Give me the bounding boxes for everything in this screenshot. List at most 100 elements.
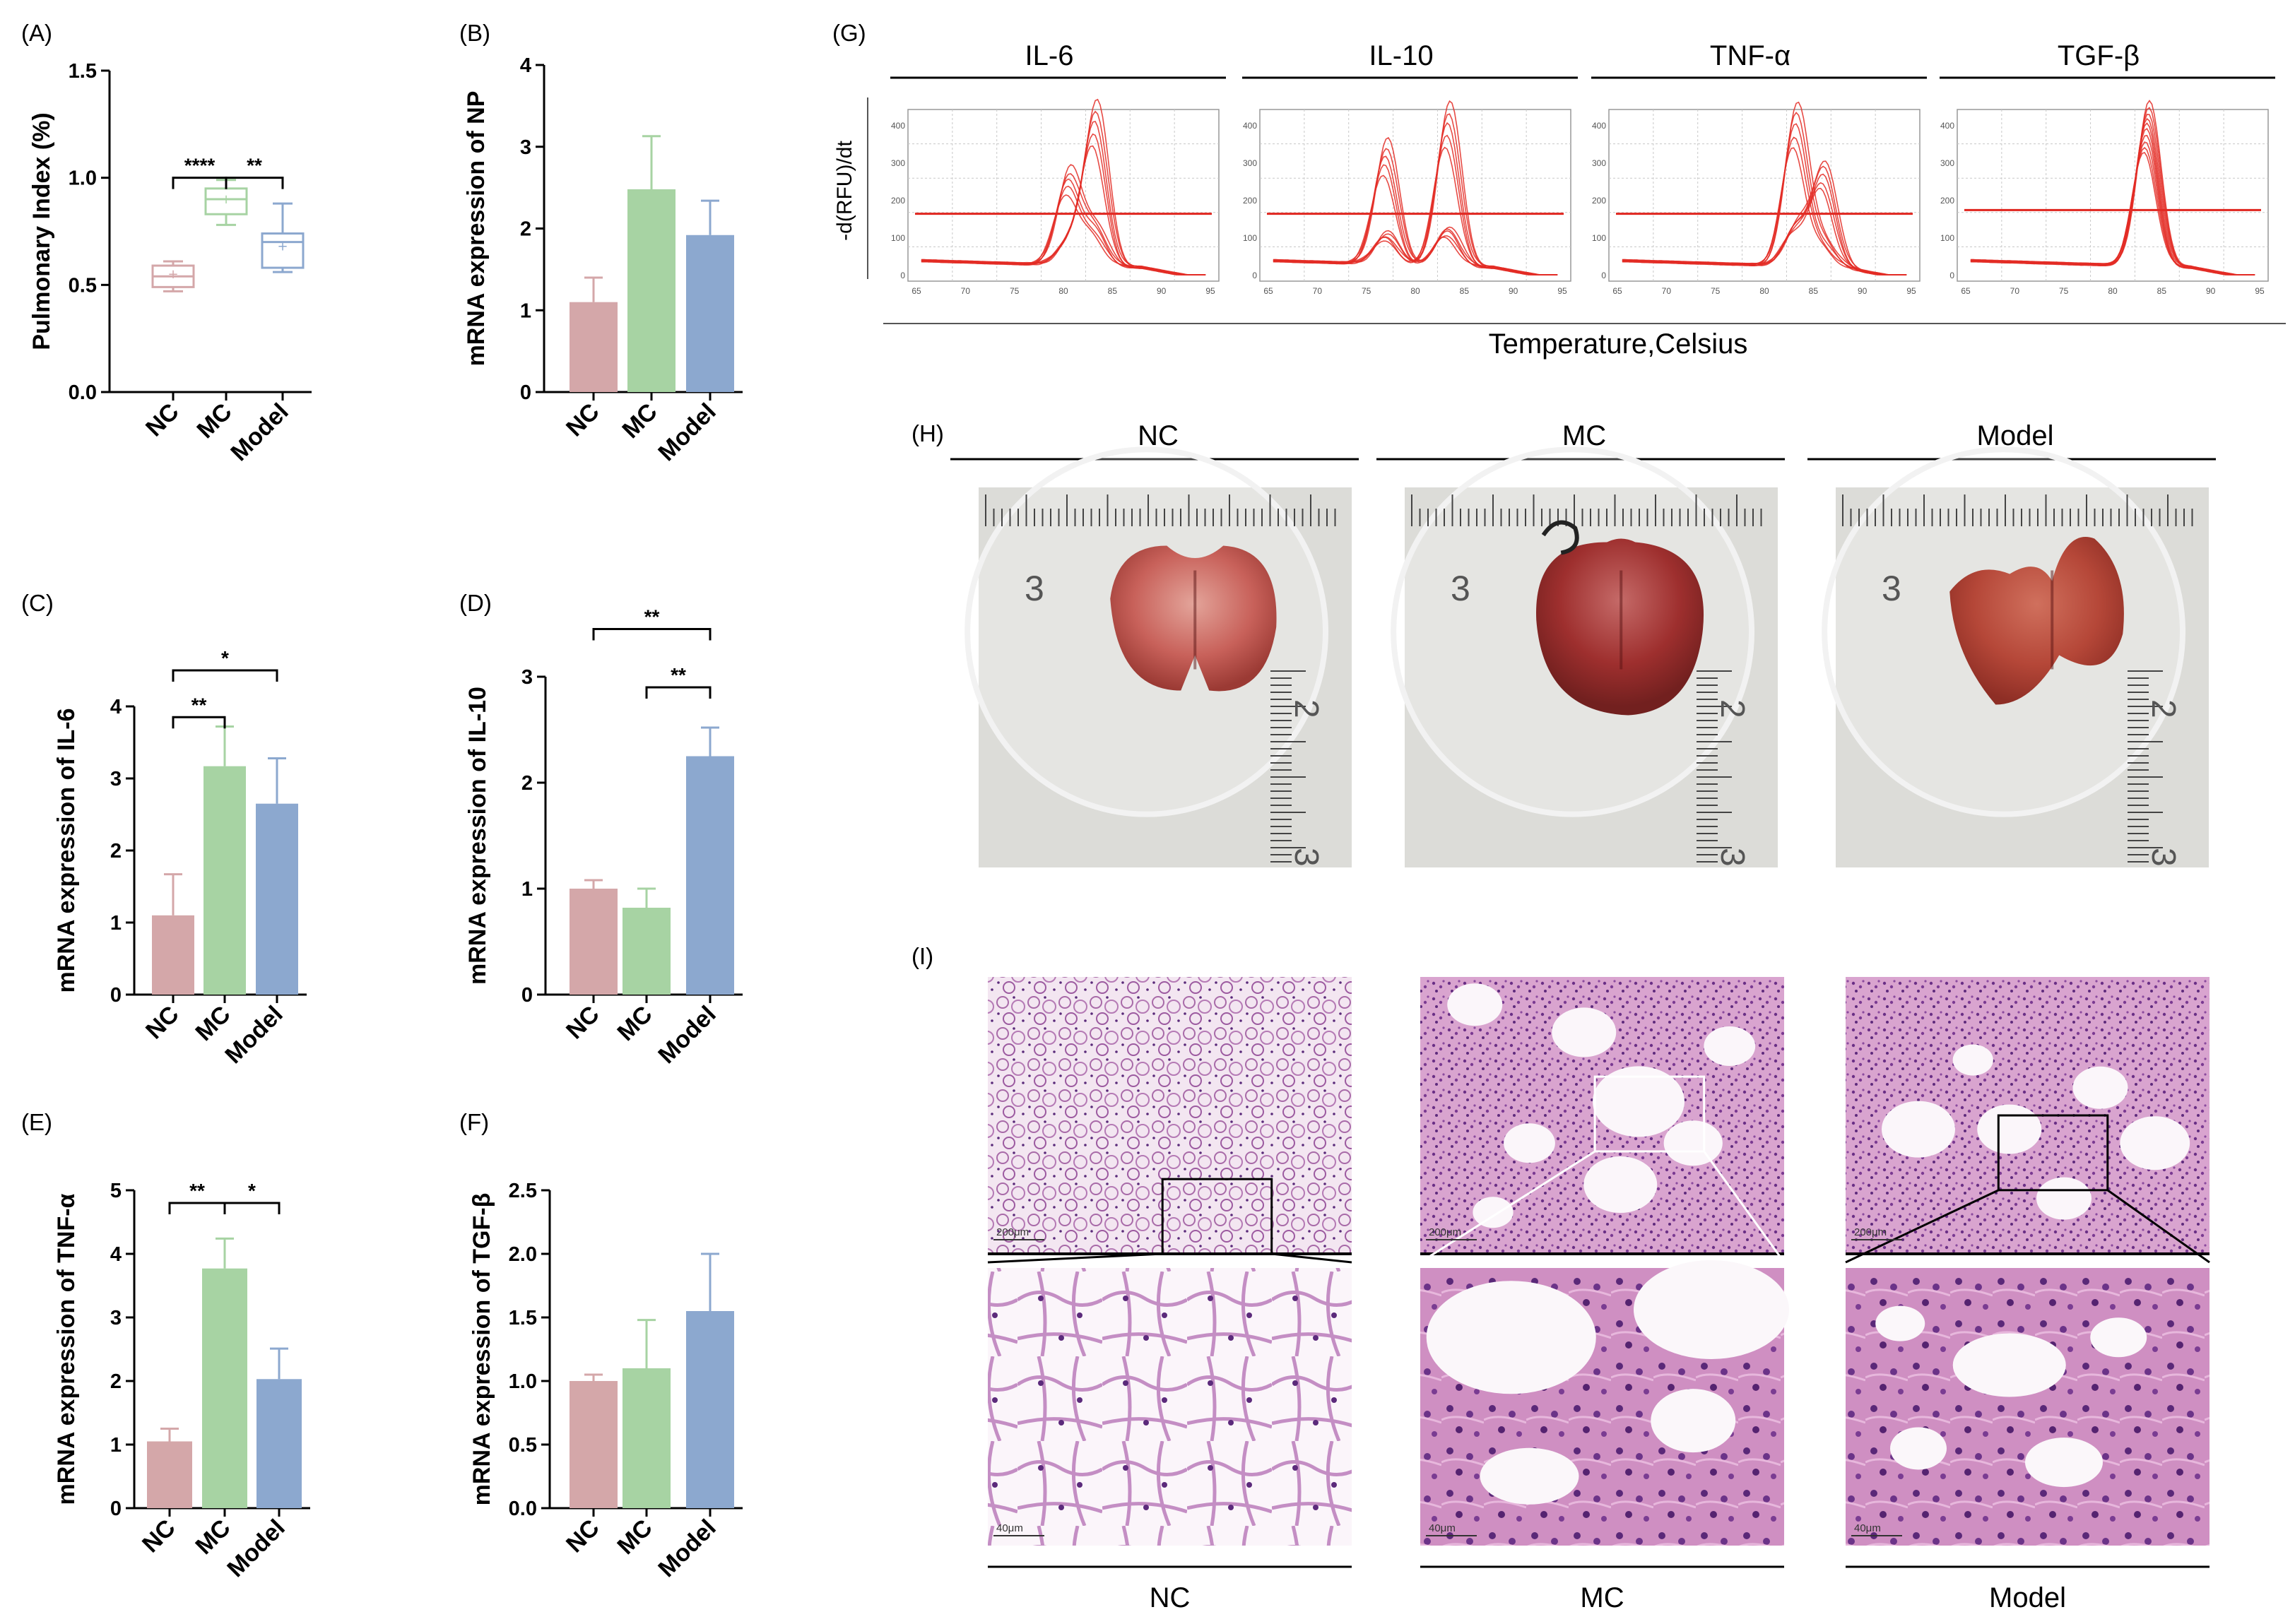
y-tick-label: 1: [520, 300, 531, 322]
category-label-model: Model: [653, 398, 721, 466]
y-tick-label: 4: [110, 696, 122, 718]
airspace: [1952, 1044, 1993, 1076]
significance-label: **: [191, 694, 207, 716]
zoom-line: [2106, 1189, 2210, 1264]
melt-x-tick: 90: [1509, 286, 1518, 296]
y-axis-label: mRNA expression of IL-10: [464, 687, 491, 985]
histology-group-label: MC: [1580, 1582, 1624, 1613]
melt-x-tick: 75: [1362, 286, 1371, 296]
airspace: [1890, 1427, 1947, 1470]
melt-x-tick: 70: [1662, 286, 1672, 296]
melt-y-tick: 300: [1592, 158, 1606, 168]
significance-label: *: [248, 1180, 256, 1202]
melt-plot-3: 0 100 200 300 400 65 70 75 80 85 90 95: [1940, 100, 2269, 296]
bar-model: [686, 1311, 734, 1508]
melt-plot-1: 0 100 200 300 400 65 70 75 80 85 90 95: [1243, 100, 1571, 296]
airspace: [1447, 983, 1503, 1026]
melt-curve-panel: (G) IL-6 IL-10 TNF-α TGF-β -d(RFU)/dt 0 100 2…: [832, 20, 2286, 360]
y-tick-label: 1: [110, 1434, 122, 1457]
bar-nc: [570, 889, 618, 995]
ruler-label: 2: [2144, 699, 2182, 718]
category-label-mc: MC: [191, 398, 237, 444]
y-axis-label: Pulmonary Index (%): [28, 112, 55, 350]
category-label-nc: NC: [561, 398, 605, 442]
melt-x-tick: 90: [2206, 286, 2216, 296]
melt-y-tick: 100: [1592, 233, 1606, 243]
y-tick-label: 1.0: [69, 167, 97, 190]
airspace: [1952, 1333, 2066, 1397]
y-tick-label: 1.0: [509, 1370, 537, 1393]
category-label-nc: NC: [141, 1001, 184, 1045]
category-label-mc: MC: [612, 1001, 657, 1046]
scale-bar-label: 40μm: [996, 1522, 1023, 1534]
significance-label: **: [644, 606, 660, 628]
y-tick-label: 1: [110, 912, 122, 935]
melt-y-tick: 0: [900, 271, 905, 280]
melt-x-tick: 65: [1263, 286, 1273, 296]
airspace: [2072, 1066, 2128, 1109]
chart-E: (E) mRNA expression of TNF-α 0 1 2 3 4 5 NC MCMod…: [21, 1109, 310, 1582]
panel-label-g: (G): [832, 20, 866, 46]
melt-curve: [1970, 107, 2255, 275]
zoom-line: [987, 1252, 1163, 1264]
histology-group-label: Model: [1989, 1582, 2066, 1613]
melt-y-tick: 300: [1940, 158, 1954, 168]
y-tick-label: 0.0: [69, 381, 97, 404]
melt-y-tick: 200: [891, 196, 905, 206]
airspace: [1583, 1156, 1658, 1213]
melt-plot-frame: [1957, 109, 2269, 282]
y-tick-label: 2: [520, 218, 531, 241]
airspace: [1977, 1104, 2042, 1154]
bar-mc: [202, 1268, 247, 1508]
melt-x-tick: 70: [961, 286, 971, 296]
melt-curve: [921, 164, 1206, 275]
scale-bar-label: 40μm: [1854, 1522, 1881, 1534]
chart-A: (A) Pulmonary Index (%) 0.0 0.5 1.0 1.5 NC + MC +…: [21, 20, 312, 466]
melt-x-tick: 90: [1858, 286, 1868, 296]
lung-photo-nc: NC3223: [950, 420, 1359, 867]
bar-nc: [147, 1441, 192, 1508]
zoom-line: [1271, 1252, 1352, 1264]
bar-nc: [570, 302, 618, 392]
airspace: [1704, 1026, 1756, 1066]
panel-label-e: (E): [21, 1109, 52, 1135]
significance-bracket: [225, 177, 284, 189]
lung-specimen: [1110, 545, 1277, 692]
melt-x-tick: 70: [2010, 286, 2020, 296]
melt-y-tick: 200: [1243, 196, 1257, 206]
airspace: [1473, 1197, 1514, 1228]
scale-bar-label: 200μm: [996, 1226, 1029, 1238]
melt-y-tick: 300: [891, 158, 905, 168]
melt-curve: [1273, 100, 1558, 275]
panel-label-i: (I): [911, 943, 933, 969]
category-label-nc: NC: [561, 1515, 605, 1558]
bar-model: [256, 803, 298, 995]
ruler-label: 3: [1882, 569, 1901, 608]
bar-mc: [627, 189, 675, 392]
airspace: [1480, 1447, 1579, 1505]
melt-x-tick: 75: [1711, 286, 1721, 296]
melt-y-tick: 200: [1592, 196, 1606, 206]
melt-curve: [1273, 136, 1558, 275]
melt-x-tick: 95: [1557, 286, 1567, 296]
melt-plot-2: 0 100 200 300 400 65 70 75 80 85 90 95: [1592, 101, 1921, 296]
category-label-nc: NC: [141, 398, 184, 442]
y-tick-label: 0.0: [509, 1498, 537, 1520]
y-tick-label: 3: [110, 1307, 122, 1329]
ruler-label: 3: [1451, 569, 1470, 608]
photo-group-title: MC: [1562, 420, 1606, 451]
gene-header-1: IL-10: [1369, 40, 1433, 71]
y-tick-label: 0.5: [509, 1434, 537, 1457]
airspace: [1882, 1101, 1955, 1158]
melt-y-tick: 0: [1949, 271, 1954, 280]
melt-y-tick: 400: [1243, 121, 1257, 131]
significance-bracket: [645, 686, 712, 699]
melt-curve: [1622, 160, 1907, 275]
y-tick-label: 0: [110, 984, 122, 1007]
melt-x-tick: 65: [1612, 286, 1622, 296]
box-mean-marker: +: [167, 267, 178, 282]
y-tick-label: 1.5: [509, 1307, 537, 1329]
melt-xlabel: Temperature,Celsius: [1489, 328, 1748, 360]
